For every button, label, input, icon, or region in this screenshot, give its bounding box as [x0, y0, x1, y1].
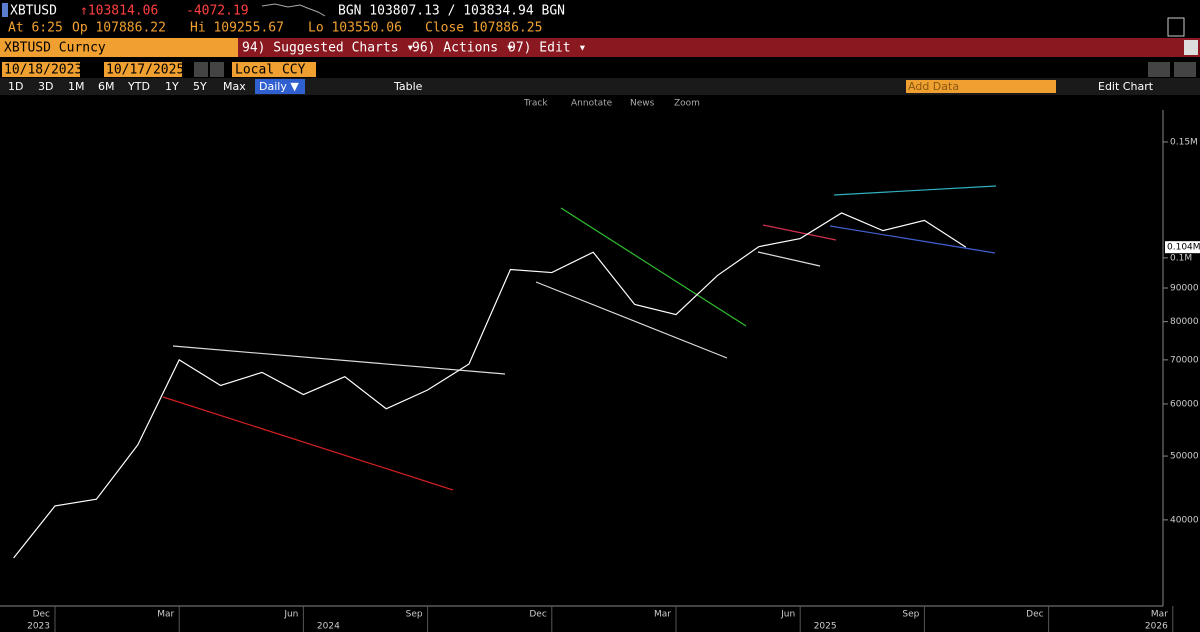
trendline	[162, 396, 454, 491]
y-tick-label: 0.1M	[1170, 253, 1192, 263]
period[interactable]: 5Y	[193, 80, 207, 93]
trendline	[757, 251, 821, 267]
last-price-label: 0.104M	[1167, 243, 1200, 253]
undo[interactable]	[1148, 62, 1170, 77]
open: Op 107886.22	[72, 21, 166, 36]
trendline	[829, 225, 996, 254]
next[interactable]	[210, 62, 224, 77]
price-change: -4072.19	[186, 4, 249, 19]
x-tick-label: Dec	[33, 610, 50, 620]
tool[interactable]: News	[630, 99, 655, 109]
security[interactable]: XBTUSD Curncy	[4, 41, 106, 56]
help-icon[interactable]	[1184, 40, 1198, 55]
security-box[interactable]	[0, 38, 238, 57]
tool[interactable]: Track	[523, 99, 548, 109]
trendlines	[162, 185, 997, 491]
marker	[2, 3, 8, 17]
add-data-box[interactable]	[906, 80, 1056, 93]
x-tick-label: Jun	[283, 610, 298, 620]
x-tick-label: Sep	[902, 610, 919, 620]
trendline	[560, 207, 747, 327]
currency[interactable]: Local CCY	[235, 63, 306, 78]
tool[interactable]: Zoom	[674, 99, 700, 109]
period[interactable]: 1M	[68, 80, 85, 93]
add-data[interactable]: Add Data	[908, 80, 959, 93]
y-tick-label: 90000	[1170, 284, 1199, 294]
prev[interactable]	[194, 62, 208, 77]
y-tick-label: 50000	[1170, 452, 1199, 462]
last-price-box	[1165, 241, 1200, 254]
start-date[interactable]: 10/18/2023	[4, 63, 82, 78]
y-tick-label: 80000	[1170, 317, 1199, 327]
period[interactable]: 3D	[38, 80, 53, 93]
menu-bar	[0, 38, 1200, 57]
y-tick-label: 0.15M	[1170, 137, 1198, 147]
high: Hi 109255.67	[190, 21, 284, 36]
freq-box[interactable]	[255, 79, 305, 94]
low: Lo 103550.06	[308, 21, 402, 36]
end-box[interactable]	[104, 62, 182, 77]
price-line	[13, 212, 967, 559]
trendline	[535, 281, 728, 359]
quote: BGN 103807.13 / 103834.94 BGN	[338, 4, 565, 19]
year-label: 2023	[27, 622, 50, 632]
menu-item[interactable]: 94) Suggested Charts ▾	[242, 41, 414, 56]
year-label: 2024	[317, 622, 340, 632]
x-tick-label: Mar	[1151, 610, 1168, 620]
period[interactable]: 1Y	[165, 80, 179, 93]
close: Close 107886.25	[425, 21, 542, 36]
period[interactable]: 6M	[98, 80, 115, 93]
frequency[interactable]: Daily ▼	[259, 80, 299, 93]
menu-item[interactable]: 97) Edit ▾	[508, 41, 586, 56]
last-price: ↑103814.06	[80, 4, 158, 19]
x-tick-label: Jun	[780, 610, 795, 620]
table[interactable]: Table	[393, 80, 423, 93]
ticker: XBTUSD	[10, 4, 57, 19]
y-tick-label: 60000	[1170, 399, 1199, 409]
period[interactable]: YTD	[127, 80, 150, 93]
start-box[interactable]	[2, 62, 80, 77]
tool[interactable]: Annotate	[571, 99, 613, 109]
trendline	[762, 224, 837, 241]
y-tick-label: 70000	[1170, 355, 1199, 365]
year-label: 2026	[1145, 622, 1168, 632]
sparkline	[261, 3, 326, 17]
year-label: 2025	[814, 622, 837, 632]
trendline	[833, 185, 997, 196]
window-icon[interactable]	[1167, 17, 1185, 37]
x-tick-label: Mar	[157, 610, 174, 620]
time: At 6:25	[8, 21, 63, 36]
edit-chart[interactable]: Edit Chart	[1098, 80, 1154, 93]
period[interactable]: 1D	[8, 80, 23, 93]
y-tick-label: 40000	[1170, 515, 1199, 525]
end-date[interactable]: 10/17/2025	[106, 63, 184, 78]
x-tick-label: Sep	[406, 610, 423, 620]
menu-item[interactable]: 96) Actions ▾	[412, 41, 514, 56]
x-tick-label: Mar	[654, 610, 671, 620]
period[interactable]: Max	[223, 80, 246, 93]
x-tick-label: Dec	[1026, 610, 1043, 620]
trendline	[172, 345, 506, 375]
redo[interactable]	[1174, 62, 1196, 77]
ccy-box[interactable]	[232, 62, 316, 77]
x-tick-label: Dec	[529, 610, 546, 620]
